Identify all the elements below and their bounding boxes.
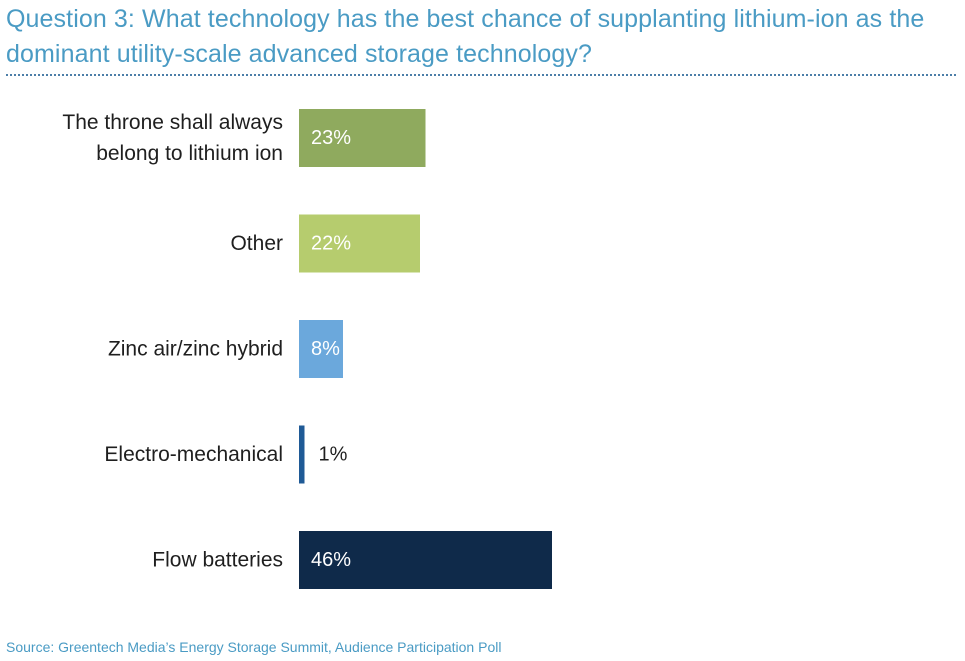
source-note: Source: Greentech Media’s Energy Storage…	[6, 639, 502, 655]
category-label-3: Electro-mechanical	[104, 443, 283, 466]
bar-2	[299, 320, 343, 378]
bar-value-label-0: 23%	[311, 127, 351, 149]
category-label-2: Zinc air/zinc hybrid	[108, 338, 283, 361]
category-label-4: Flow batteries	[152, 549, 283, 572]
bar-value-label-2: 8%	[311, 338, 340, 360]
title-divider	[6, 74, 956, 76]
bar-3	[299, 425, 305, 484]
bar-value-label-3: 1%	[319, 444, 348, 466]
category-label-0: The throne shall always belong to lithium…	[62, 111, 283, 165]
bar-value-label-1: 22%	[311, 233, 351, 255]
bar-value-label-4: 46%	[311, 549, 351, 571]
bar-4	[299, 531, 552, 589]
bar-0	[299, 109, 426, 167]
page-title: Question 3: What technology has the best…	[6, 5, 925, 68]
bar-chart: 23% The throne shall always belong to lith…	[62, 109, 552, 589]
category-label-1: Other	[230, 232, 283, 255]
bar-1	[299, 214, 420, 273]
